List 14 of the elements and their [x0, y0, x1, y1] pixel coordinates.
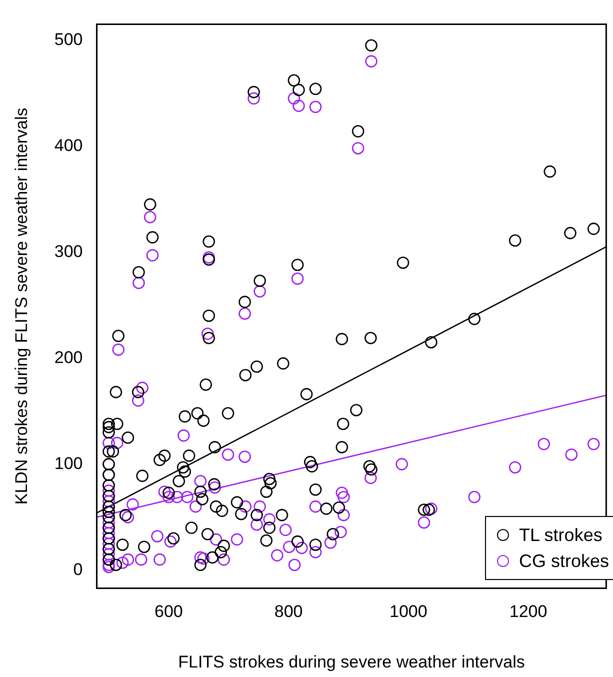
x-tick-label: 600 [154, 602, 183, 622]
y-axis-title: KLDN strokes during FLITS severe weather intervals [12, 108, 31, 505]
x-tick-label: 1000 [390, 602, 428, 622]
y-tick-label: 0 [73, 560, 83, 579]
y-tick-label: 300 [54, 242, 83, 261]
x-axis-title: FLITS strokes during severe weather intervals [178, 652, 525, 672]
legend-label: CG strokes [518, 550, 609, 573]
legend-label: TL strokes [518, 524, 602, 547]
y-tick-label: 200 [54, 348, 83, 367]
y-tick-label: 500 [54, 30, 83, 49]
y-tick-label: 100 [54, 454, 83, 473]
y-tick-label: 400 [54, 136, 83, 155]
x-tick-label: 1200 [509, 602, 548, 622]
x-tick-label: 800 [274, 602, 303, 622]
